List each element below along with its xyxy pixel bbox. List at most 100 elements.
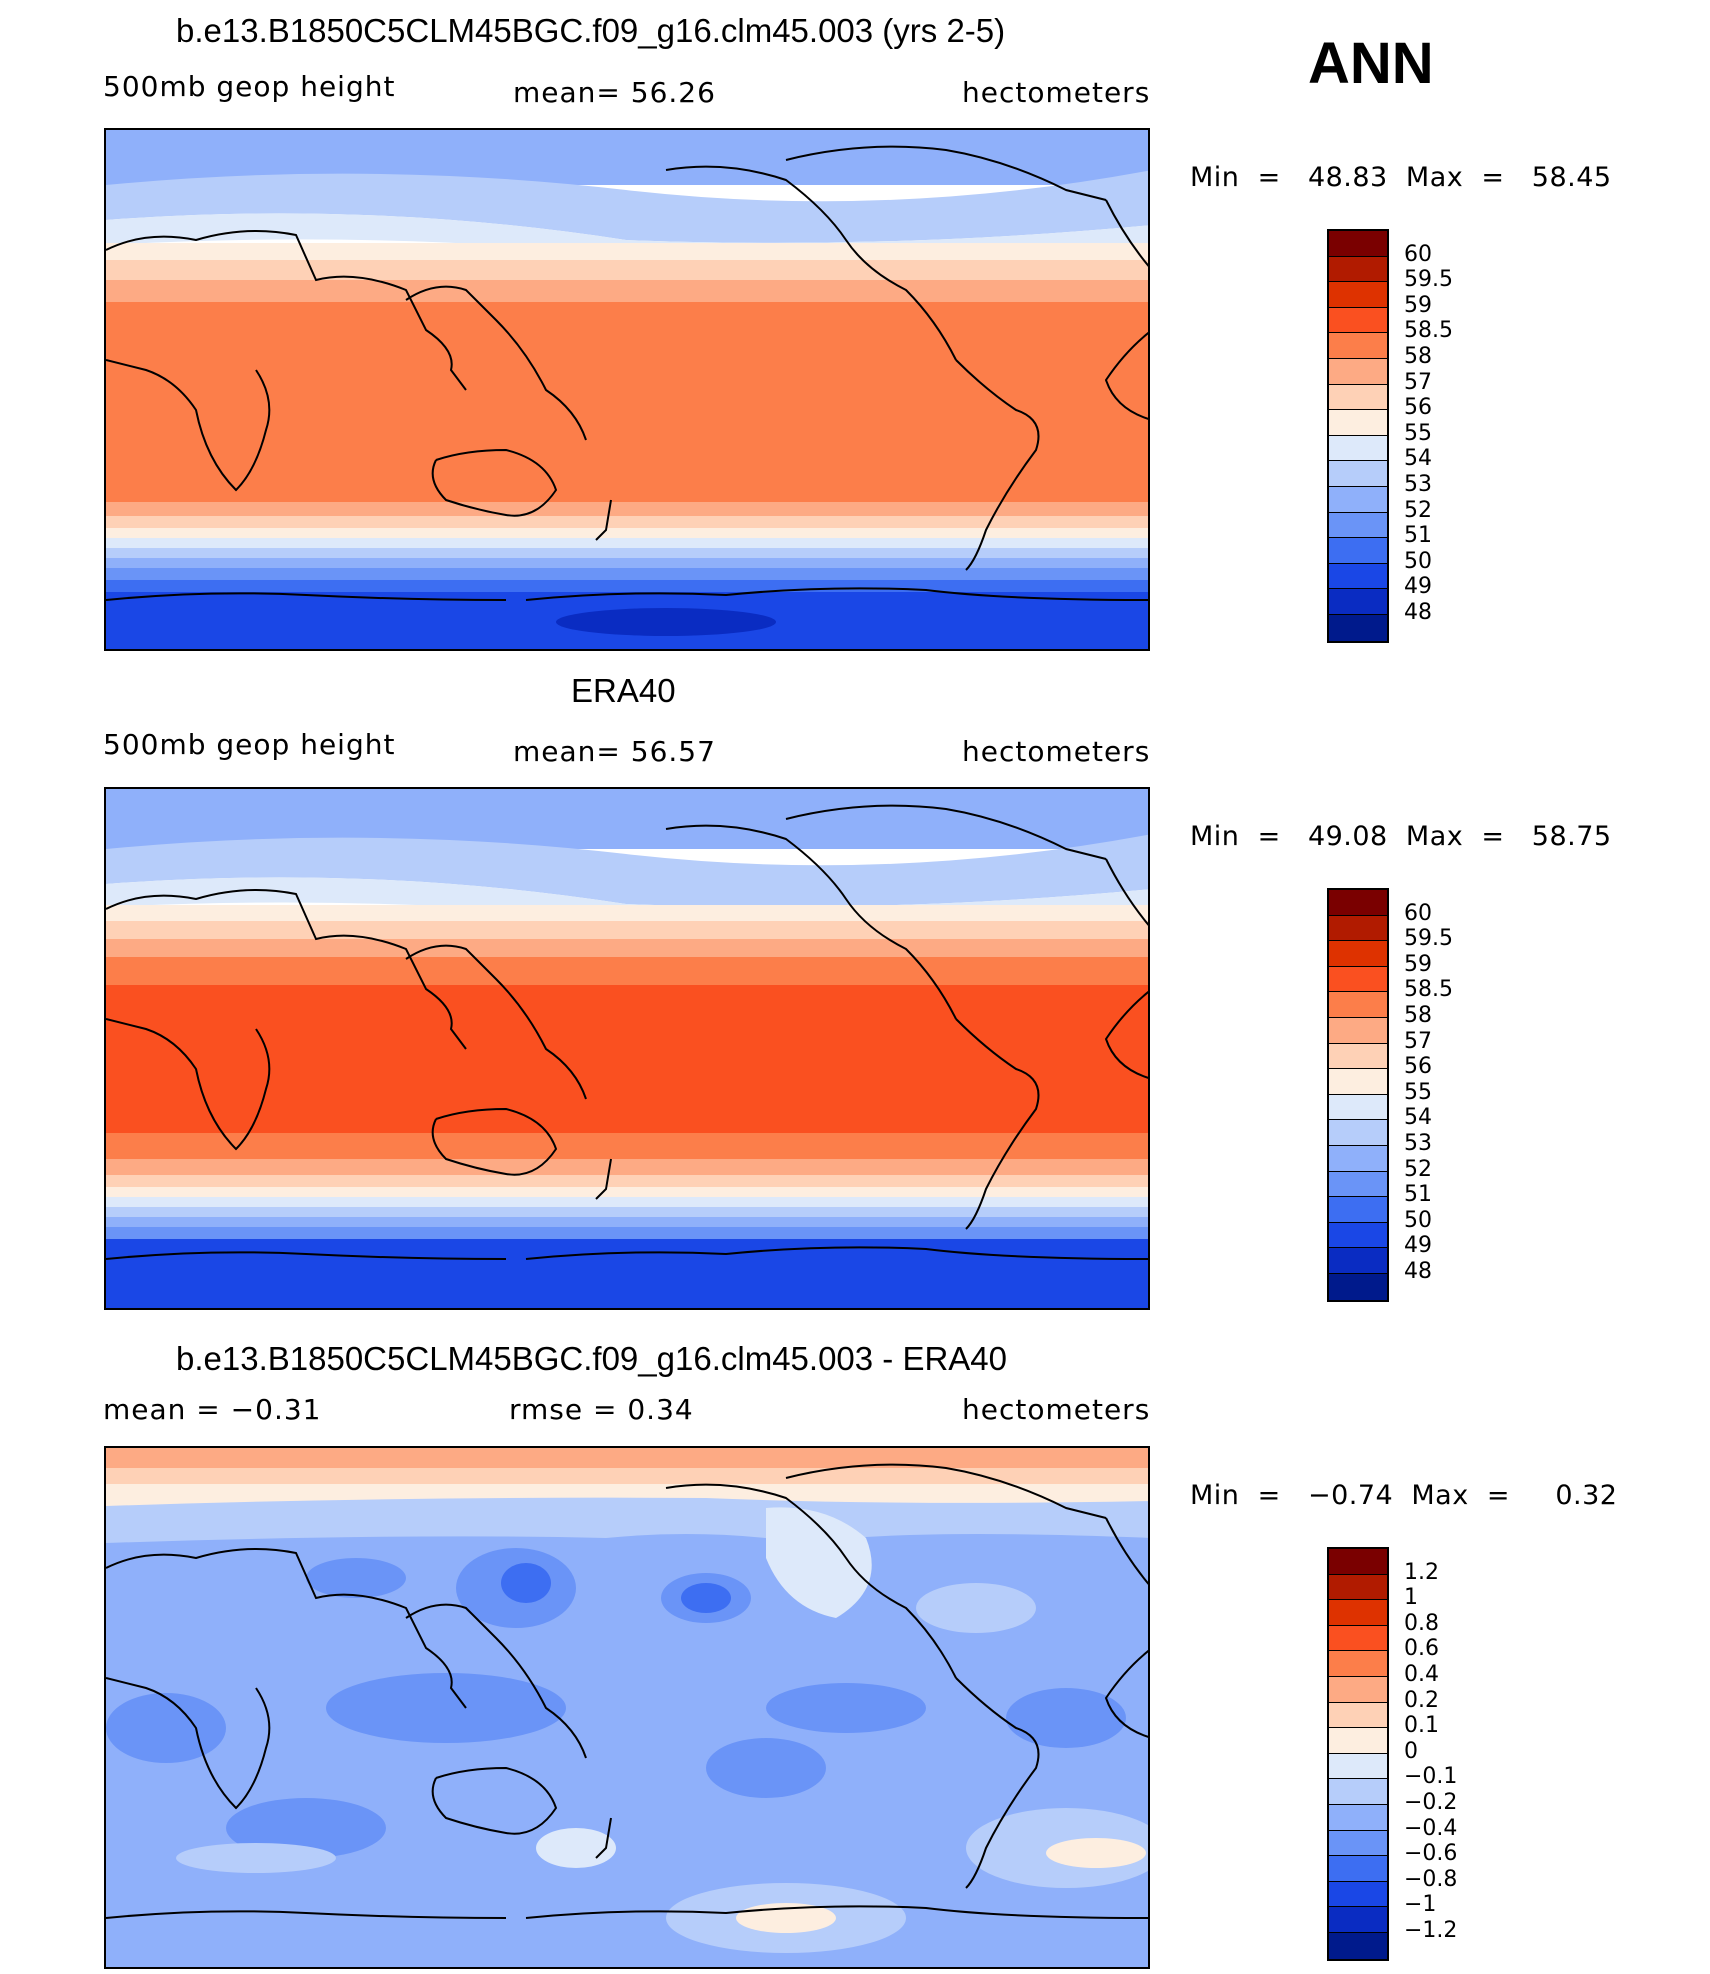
panel-3-colorbar-cell — [1329, 1881, 1387, 1908]
panel-2-colorbar-tick-label: 55 — [1404, 1079, 1432, 1105]
panel-2-colorbar — [1327, 888, 1389, 1302]
panel-3-colorbar-tick-label: 0.1 — [1404, 1713, 1439, 1739]
panel-2-colorbar-tick-label: 48 — [1404, 1259, 1432, 1284]
panel-1-colorbar-cell — [1329, 256, 1387, 283]
panel-3-colorbar-cell — [1329, 1676, 1387, 1703]
panel-3-colorbar-tick-label: 1.2 — [1404, 1559, 1439, 1585]
panel-2-colorbar-cell — [1329, 1222, 1387, 1249]
panel-1-colorbar-tick-label: 59.5 — [1404, 267, 1453, 293]
panel-3-colorbar-cell — [1329, 1600, 1387, 1626]
panel-2-colorbar-cell — [1329, 1145, 1387, 1172]
panel-2-title: ERA40 — [571, 672, 676, 709]
panel-2-colorbar-cell — [1329, 890, 1387, 916]
panel-3-colorbar-tick-label: 0.8 — [1404, 1610, 1439, 1636]
panel-1-colorbar-tick-label: 56 — [1404, 395, 1432, 421]
panel-2-colorbar-tick-label: 58.5 — [1404, 977, 1453, 1003]
panel-2-colorbar-cell — [1329, 992, 1387, 1018]
panel-2-colorbar-tick-label: 49 — [1404, 1233, 1432, 1259]
panel-2-colorbar-cell — [1329, 1017, 1387, 1044]
panel-1-colorbar-cell — [1329, 384, 1387, 411]
panel-3-colorbar-tick-label: −1 — [1404, 1892, 1437, 1918]
panel-1-colorbar-cell — [1329, 512, 1387, 539]
panel-2-colorbar-tick-label: 59 — [1404, 951, 1432, 977]
panel-2-colorbar-tick-label: 59.5 — [1404, 926, 1453, 952]
panel-2-colorbar-tick-label: 53 — [1404, 1131, 1432, 1156]
panel-3-colorbar-tick-label: 1 — [1404, 1585, 1418, 1611]
panel-3-colorbar-cell — [1329, 1549, 1387, 1575]
panel-1-colorbar-tick-label: 51 — [1404, 523, 1432, 549]
panel-3-mean-label: mean = −0.31 — [103, 1393, 322, 1426]
panel-2-colorbar-cell — [1329, 1094, 1387, 1121]
panel-3-colorbar-cell — [1329, 1856, 1387, 1882]
panel-2-colorbar-cell — [1329, 915, 1387, 942]
panel-1-colorbar-box — [1327, 229, 1389, 643]
panel-1-colorbar-tick-label: 54 — [1404, 446, 1432, 472]
panel-3-title: b.e13.B1850C5CLM45BGC.f09_g16.clm45.003 … — [176, 1340, 1008, 1377]
panel-1-colorbar-cell — [1329, 461, 1387, 487]
panel-3-colorbar-cell — [1329, 1907, 1387, 1933]
panel-3-colorbar-tick-label: 0.2 — [1404, 1687, 1439, 1713]
panel-2-colorbar-cell — [1329, 1120, 1387, 1146]
panel-1-colorbar-tick-label: 58.5 — [1404, 318, 1453, 344]
panel-3-colorbar-tick-label: −0.8 — [1404, 1866, 1458, 1892]
panel-3-colorbar-cell — [1329, 1728, 1387, 1754]
panel-1-left-label: 500mb geop height — [103, 70, 396, 103]
panel-3-map — [104, 1446, 1150, 1969]
panel-1-colorbar — [1327, 229, 1389, 643]
panel-3-colorbar-cell — [1329, 1651, 1387, 1677]
panel-3-colorbar-tick-label: −0.4 — [1404, 1815, 1458, 1841]
panel-2-colorbar-tick-label: 56 — [1404, 1054, 1432, 1080]
panel-2-colorbar-cell — [1329, 1197, 1387, 1223]
panel-2-colorbar-cell — [1329, 1171, 1387, 1198]
panel-2-units-label: hectometers — [962, 735, 1151, 768]
panel-3-colorbar-tick-label: 0.4 — [1404, 1662, 1439, 1687]
panel-1-colorbar-cell — [1329, 307, 1387, 334]
panel-3-colorbar-tick-label: −0.2 — [1404, 1790, 1458, 1815]
panel-1-colorbar-cell — [1329, 486, 1387, 513]
panel-1-colorbar-tick-label: 58 — [1404, 344, 1432, 369]
panel-1-colorbar-cell — [1329, 282, 1387, 308]
panel-2-colorbar-tick-label: 52 — [1404, 1156, 1432, 1182]
panel-1-colorbar-cell — [1329, 435, 1387, 462]
panel-1-colorbar-cell — [1329, 589, 1387, 615]
panel-3-colorbar — [1327, 1547, 1389, 1961]
panel-2-colorbar-tick-label: 50 — [1404, 1207, 1432, 1233]
panel-2-colorbar-box — [1327, 888, 1389, 1302]
panel-3-colorbar-cell — [1329, 1574, 1387, 1601]
panel-3-units-label: hectometers — [962, 1393, 1151, 1426]
panel-2-mean-label: mean= 56.57 — [513, 735, 716, 768]
panel-1-mean-label: mean= 56.26 — [513, 76, 716, 109]
panel-1-colorbar-tick-label: 52 — [1404, 497, 1432, 523]
panel-2-colorbar-cell — [1329, 1069, 1387, 1095]
panel-1-colorbar-tick-label: 55 — [1404, 420, 1432, 446]
panel-2-left-label: 500mb geop height — [103, 728, 396, 761]
panel-2-minmax: Min = 49.08 Max = 58.75 — [1190, 821, 1612, 852]
panel-2-colorbar-tick-label: 51 — [1404, 1182, 1432, 1208]
panel-2-colorbar-cell — [1329, 1248, 1387, 1274]
panel-3-colorbar-tick-label: −1.2 — [1404, 1918, 1458, 1943]
panel-1-colorbar-cell — [1329, 410, 1387, 436]
panel-2-colorbar-tick-label: 57 — [1404, 1028, 1432, 1054]
panel-1-colorbar-tick-label: 53 — [1404, 472, 1432, 497]
panel-1-units-label: hectometers — [962, 76, 1151, 109]
panel-2-colorbar-tick-label: 60 — [1404, 900, 1432, 926]
season-label: ANN — [1308, 31, 1434, 96]
panel-1-colorbar-cell — [1329, 614, 1387, 641]
panel-1-colorbar-tick-label: 48 — [1404, 600, 1432, 625]
panel-2-map — [104, 787, 1150, 1310]
panel-1-map — [104, 128, 1150, 651]
panel-1-contour-field — [106, 130, 1148, 649]
panel-1-colorbar-cell — [1329, 333, 1387, 359]
panel-3-rmse-label: rmse = 0.34 — [509, 1393, 694, 1426]
panel-3-colorbar-tick-label: 0.6 — [1404, 1636, 1439, 1662]
panel-2-colorbar-cell — [1329, 966, 1387, 993]
panel-3-colorbar-cell — [1329, 1830, 1387, 1857]
panel-1-colorbar-tick-label: 49 — [1404, 574, 1432, 600]
panel-1-title: b.e13.B1850C5CLM45BGC.f09_g16.clm45.003 … — [176, 12, 1006, 49]
panel-3-colorbar-box — [1327, 1547, 1389, 1961]
panel-2-contour-field — [106, 789, 1148, 1308]
panel-2-colorbar-tick-label: 54 — [1404, 1105, 1432, 1131]
panel-3-colorbar-cell — [1329, 1702, 1387, 1729]
panel-3-colorbar-cell — [1329, 1932, 1387, 1959]
panel-3-contour-field — [106, 1448, 1148, 1967]
